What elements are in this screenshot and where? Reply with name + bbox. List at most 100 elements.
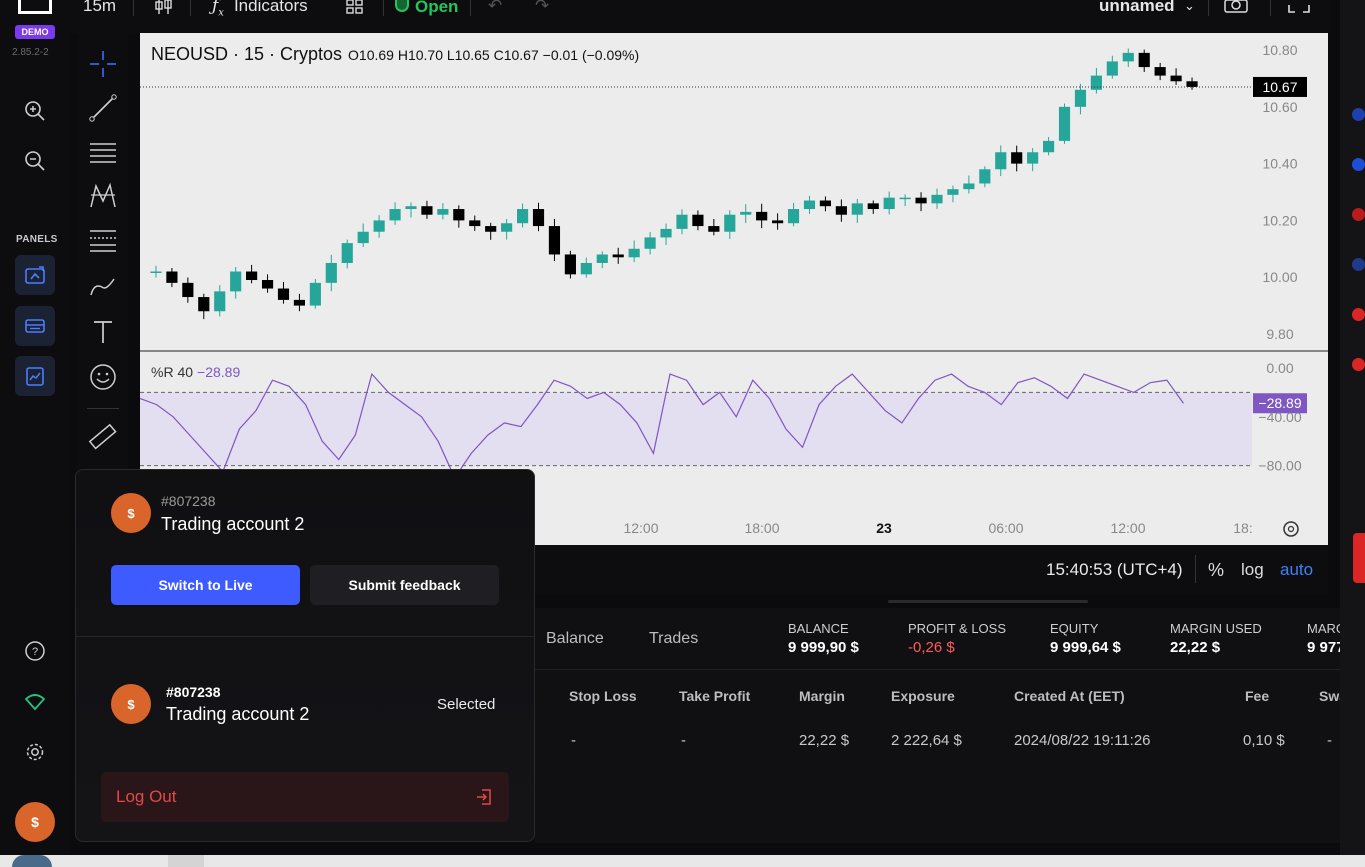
cell-stop-loss: - bbox=[571, 732, 576, 749]
resize-handle[interactable] bbox=[888, 600, 1088, 603]
clock: 15:40:53 (UTC+4) bbox=[1046, 560, 1183, 579]
candle-body bbox=[501, 223, 513, 232]
col-margin[interactable]: Margin bbox=[799, 688, 845, 704]
logout-label: Log Out bbox=[116, 787, 177, 806]
toolbar-divider bbox=[133, 0, 134, 16]
toolbar-divider bbox=[190, 0, 191, 16]
camera-icon[interactable] bbox=[1224, 0, 1248, 14]
candle-body bbox=[564, 254, 576, 275]
redo-icon[interactable]: ↷ bbox=[535, 0, 550, 15]
horizontal-lines-icon[interactable] bbox=[86, 135, 120, 169]
flag-icon[interactable] bbox=[1352, 258, 1365, 271]
auto-toggle[interactable]: auto bbox=[1280, 560, 1314, 579]
flag-icon[interactable] bbox=[1352, 108, 1365, 121]
flag-icon[interactable] bbox=[1352, 208, 1365, 221]
undo-icon[interactable]: ↶ bbox=[488, 0, 503, 15]
chevron-down-icon[interactable]: ⌄ bbox=[1184, 0, 1195, 13]
price-chart[interactable]: 10.67 10.80 10.60 10.40 10.20 10.00 9.80 −28.89… bbox=[140, 33, 1328, 545]
indicators-button[interactable]: ƒx Indicators bbox=[212, 0, 308, 19]
candle-body bbox=[548, 226, 561, 255]
brush-icon[interactable] bbox=[86, 269, 120, 303]
price-tick-label: 9.80 bbox=[1266, 326, 1293, 342]
market-status: Open bbox=[395, 0, 458, 15]
percent-toggle[interactable]: % bbox=[1208, 560, 1225, 580]
col-take-profit[interactable]: Take Profit bbox=[679, 688, 751, 704]
indicator-tick-label: −40.00 bbox=[1258, 409, 1301, 425]
candle-body bbox=[979, 169, 991, 184]
toolbar-divider bbox=[470, 0, 471, 16]
toolbar-divider bbox=[1208, 0, 1209, 16]
candle-body bbox=[628, 248, 640, 258]
function-icon: ƒx bbox=[212, 0, 224, 19]
candle-body bbox=[214, 291, 226, 312]
popup-divider bbox=[76, 636, 534, 637]
trendline-icon[interactable] bbox=[86, 91, 120, 125]
tab-trades[interactable]: Trades bbox=[649, 630, 699, 647]
account-avatar[interactable]: $ bbox=[15, 802, 55, 842]
candle-body bbox=[1027, 152, 1039, 164]
col-fee[interactable]: Fee bbox=[1245, 688, 1270, 704]
ruler-icon[interactable] bbox=[86, 420, 120, 454]
cell-created-at: 2024/08/22 19:11:26 bbox=[1014, 732, 1151, 749]
candle-body bbox=[644, 237, 656, 249]
selected-label: Selected bbox=[437, 696, 496, 713]
account-avatar-icon: $ bbox=[111, 493, 151, 533]
trade-panel-icon[interactable] bbox=[15, 255, 55, 295]
toolbar-divider bbox=[383, 0, 384, 16]
candle-body bbox=[532, 209, 545, 227]
toolbar-divider bbox=[1270, 0, 1271, 16]
crosshair-icon[interactable] bbox=[86, 47, 120, 81]
settings-gear-icon[interactable] bbox=[15, 732, 55, 772]
candles-icon[interactable] bbox=[154, 0, 174, 14]
price-tick-label: 10.20 bbox=[1262, 212, 1297, 228]
candle-body bbox=[325, 262, 337, 283]
candle-body bbox=[198, 297, 210, 312]
flag-icon[interactable] bbox=[1352, 358, 1365, 371]
candle-body bbox=[1058, 106, 1071, 141]
candle-body bbox=[182, 282, 194, 298]
account-id: #807238 bbox=[166, 684, 221, 700]
emoji-icon[interactable] bbox=[86, 360, 120, 394]
flag-icon[interactable] bbox=[1352, 308, 1365, 321]
time-tick-label: 23 bbox=[876, 520, 892, 536]
submit-feedback-button[interactable]: Submit feedback bbox=[310, 565, 499, 605]
report-panel-icon[interactable] bbox=[15, 356, 55, 396]
start-icon[interactable] bbox=[12, 855, 52, 867]
time-tick-label: 12:00 bbox=[623, 520, 658, 536]
candle-body bbox=[277, 288, 290, 300]
col-stop-loss[interactable]: Stop Loss bbox=[569, 688, 637, 704]
tools-divider bbox=[87, 408, 119, 409]
candle-body bbox=[1011, 152, 1023, 164]
fullscreen-icon[interactable] bbox=[1288, 0, 1310, 14]
stat-value: 9 999,90 $ bbox=[788, 639, 859, 656]
panel-divider bbox=[535, 669, 1365, 670]
fib-retracement-icon[interactable] bbox=[86, 223, 120, 257]
text-tool-icon[interactable] bbox=[86, 315, 120, 349]
layout-name[interactable]: unnamed bbox=[1099, 0, 1175, 15]
candle-body bbox=[851, 203, 863, 215]
logout-button[interactable]: Log Out bbox=[101, 772, 509, 822]
flag-icon[interactable] bbox=[1352, 158, 1365, 171]
positions-panel-icon[interactable] bbox=[15, 306, 55, 346]
col-created-at[interactable]: Created At (EET) bbox=[1014, 688, 1125, 704]
indicator-legend: %R 40 −28.89 bbox=[151, 364, 240, 380]
stat-label: MARGIN USED bbox=[1170, 621, 1262, 636]
sell-button[interactable] bbox=[1353, 533, 1365, 583]
zoom-out-icon[interactable] bbox=[15, 141, 55, 181]
log-toggle[interactable]: log bbox=[1241, 560, 1264, 579]
indicator-tick-label: 0.00 bbox=[1266, 360, 1293, 376]
pattern-icon[interactable] bbox=[86, 179, 120, 213]
help-icon[interactable]: ? bbox=[15, 631, 55, 671]
taskbar-app-icon[interactable] bbox=[168, 855, 204, 867]
tab-balance[interactable]: Balance bbox=[546, 630, 604, 647]
chart-settings-icon bbox=[1283, 521, 1299, 537]
interval-selector[interactable]: 15m bbox=[83, 0, 117, 15]
col-exposure[interactable]: Exposure bbox=[891, 688, 955, 704]
layout-grid-icon[interactable] bbox=[346, 0, 364, 14]
account-list-item[interactable]: $ #807238 Trading account 2 bbox=[76, 670, 534, 740]
zoom-in-icon[interactable] bbox=[15, 91, 55, 131]
candle-body bbox=[963, 183, 975, 190]
candle-body bbox=[612, 254, 624, 258]
switch-to-live-button[interactable]: Switch to Live bbox=[111, 565, 300, 605]
